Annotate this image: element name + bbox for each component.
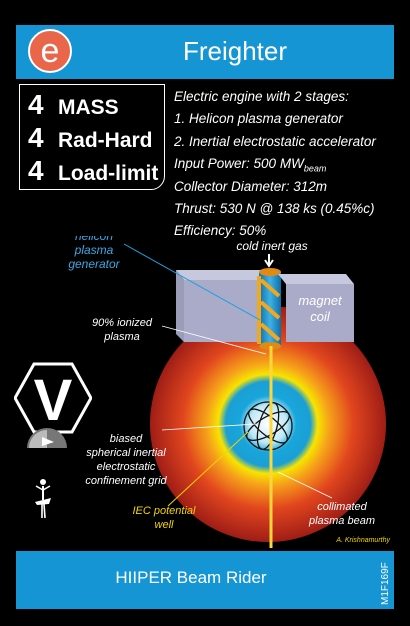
- header-bar: [16, 25, 394, 79]
- label-grid: spherical inertial: [86, 447, 166, 459]
- label-helicon: plasma: [74, 243, 114, 257]
- leader-beam: [277, 471, 333, 499]
- label-iec: well: [155, 519, 175, 531]
- leader-iec: [167, 431, 249, 507]
- magnet-coil-right: [278, 274, 354, 342]
- description: Electric engine with 2 stages: 1. Helico…: [174, 86, 396, 243]
- stat-label: Rad-Hard: [58, 129, 153, 152]
- v-letter: V: [34, 368, 73, 433]
- stat-value: 4: [28, 155, 44, 186]
- desc-line: Efficiency: 50%: [174, 223, 267, 239]
- card-code: M1F169F: [380, 562, 391, 605]
- iec-sphere: [150, 306, 386, 542]
- input-power-text: Input Power: 500 MW: [174, 156, 304, 172]
- footer-label: HIIPER Beam Rider: [115, 568, 267, 587]
- label-helicon: generator: [68, 257, 120, 271]
- desc-line: Thrust: 530 N @ 138 ks (0.45%c): [174, 200, 375, 216]
- input-power-subscript: beam: [303, 163, 327, 174]
- stat-label: MASS: [58, 96, 119, 119]
- stat-rad-hard: 4 Rad-Hard: [28, 122, 153, 154]
- label-grid: biased: [110, 433, 143, 445]
- desc-line: 2. Inertial electrostatic accelerator: [174, 133, 376, 149]
- v-hexagon-icon: V: [14, 362, 92, 434]
- stat-mass: 4 MASS: [28, 89, 119, 121]
- gas-arrow-icon: [264, 254, 274, 268]
- desc-line: Input Power: 500 MWbeam: [174, 153, 396, 175]
- label-ionized: plasma: [103, 331, 139, 343]
- desc-line: 1. Helicon plasma generator: [174, 111, 343, 127]
- label-beam: collimated: [317, 501, 367, 513]
- label-helicon: helicon: [75, 236, 113, 243]
- stat-value: 4: [28, 122, 44, 153]
- leader-ionized: [161, 325, 267, 355]
- artist-credit: A. Krishnamurthy: [335, 537, 390, 544]
- stats-box: 4 MASS 4 Rad-Hard 4 Load-limit: [19, 84, 165, 190]
- label-magnet: magnet: [298, 293, 343, 308]
- e-logo-icon: e: [28, 29, 72, 73]
- label-magnet: coil: [310, 309, 331, 324]
- footer-bar: [16, 551, 394, 609]
- stat-label: Load-limit: [58, 162, 159, 185]
- label-iec: IEC potential: [133, 505, 197, 517]
- leader-grid: [161, 423, 257, 431]
- engine-diagram: helicon plasma generator cold inert gas …: [68, 236, 390, 548]
- desc-line: Collector Diameter: 312m: [174, 178, 328, 194]
- label-grid: electrostatic: [97, 461, 156, 473]
- leader-helicon: [123, 243, 261, 321]
- radiation-dome-icon: [27, 428, 67, 448]
- label-grid: confinement grid: [85, 475, 167, 487]
- desc-line: Electric engine with 2 stages:: [174, 89, 349, 104]
- label-beam: plasma beam: [308, 515, 375, 527]
- logo-letter: e: [40, 32, 60, 70]
- dancer-icon: [35, 479, 51, 519]
- helicon-tube-icon: [257, 268, 281, 350]
- stat-load-limit: 4 Load-limit: [28, 155, 158, 187]
- label-cold-gas: cold inert gas: [236, 239, 307, 253]
- card-title: Freighter: [182, 36, 288, 66]
- label-ionized: 90% ionized: [92, 317, 153, 329]
- stat-value: 4: [28, 89, 44, 120]
